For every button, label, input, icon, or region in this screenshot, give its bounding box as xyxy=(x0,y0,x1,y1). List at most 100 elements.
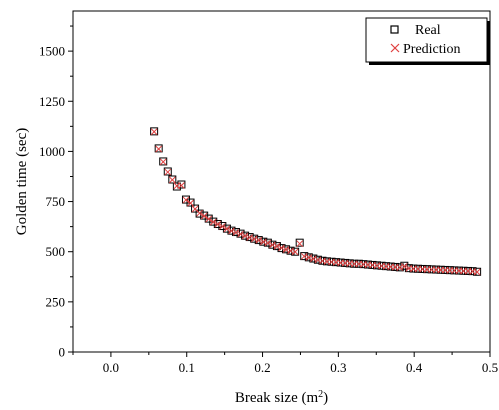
prediction-point xyxy=(232,229,240,236)
prediction-point xyxy=(168,176,176,184)
x-tick-label: 0.3 xyxy=(330,360,346,375)
prediction-point xyxy=(200,212,208,220)
prediction-point-stroke xyxy=(228,227,235,235)
y-tick-label: 750 xyxy=(46,194,66,209)
real-point xyxy=(159,157,168,166)
y-tick-label: 250 xyxy=(46,294,66,309)
x-tick-label: 0.1 xyxy=(179,360,195,375)
x-axis: 0.0 0.1 0.2 0.3 0.4 0.5 xyxy=(72,352,498,375)
real-point xyxy=(186,198,195,207)
real-point xyxy=(218,222,227,231)
real-point xyxy=(154,144,163,153)
prediction-point-stroke xyxy=(223,225,231,233)
legend-real-marker xyxy=(390,25,399,34)
prediction-point xyxy=(255,236,263,244)
real-point xyxy=(350,259,359,268)
real-point xyxy=(195,209,204,218)
prediction-point-stroke xyxy=(250,235,258,243)
plot-frame xyxy=(72,10,491,353)
prediction-point xyxy=(237,230,244,238)
prediction-point xyxy=(305,254,313,261)
prediction-point xyxy=(228,227,235,235)
prediction-point-stroke xyxy=(400,262,408,270)
prediction-point xyxy=(178,182,185,189)
prediction-point xyxy=(214,220,222,228)
legend-prediction-label: Prediction xyxy=(403,42,461,57)
prediction-point xyxy=(150,128,158,136)
real-point xyxy=(168,175,177,184)
prediction-point xyxy=(264,239,272,247)
prediction-point xyxy=(155,145,163,153)
prediction-point-stroke xyxy=(205,215,213,223)
prediction-point-stroke xyxy=(241,232,249,240)
prediction-point-stroke xyxy=(173,182,181,190)
prediction-point-stroke xyxy=(282,246,290,253)
prediction-point-stroke xyxy=(291,248,299,256)
prediction-point-stroke xyxy=(232,229,240,236)
prediction-point-stroke xyxy=(214,220,222,228)
prediction-point-stroke xyxy=(191,205,199,213)
prediction-point-stroke xyxy=(178,182,185,189)
y-tick-label: 1000 xyxy=(39,144,65,159)
prediction-point-stroke xyxy=(396,264,404,271)
prediction-point-stroke xyxy=(155,145,163,153)
prediction-point-stroke xyxy=(164,168,172,176)
prediction-point-stroke xyxy=(264,239,272,247)
prediction-point-stroke xyxy=(237,230,244,238)
x-tick-label: 0.0 xyxy=(103,360,119,375)
prediction-point xyxy=(196,209,203,217)
x-axis-title-close: ) xyxy=(323,390,328,406)
prediction-point-stroke xyxy=(246,234,254,241)
prediction-point-stroke xyxy=(219,223,226,230)
real-point xyxy=(400,261,409,270)
prediction-point xyxy=(282,246,290,253)
prediction-point-stroke xyxy=(200,212,208,220)
prediction-point xyxy=(219,223,226,230)
real-point xyxy=(163,167,172,176)
legend-prediction-marker xyxy=(390,43,400,53)
prediction-point xyxy=(159,158,167,166)
prediction-point xyxy=(400,262,408,270)
real-point xyxy=(213,220,222,229)
y-tick-label: 1250 xyxy=(39,94,65,109)
legend: Real Prediction xyxy=(365,17,490,65)
legend-real-label: Real xyxy=(415,23,441,38)
prediction-point xyxy=(259,238,267,246)
prediction-point xyxy=(473,268,481,276)
y-tick-label: 500 xyxy=(46,244,66,259)
prediction-point-stroke xyxy=(196,209,203,217)
real-point xyxy=(150,127,159,136)
legend-prediction-stroke xyxy=(390,43,400,53)
prediction-point xyxy=(269,241,276,249)
prediction-point xyxy=(164,168,172,176)
prediction-point xyxy=(309,255,317,263)
prediction-point-stroke xyxy=(209,218,217,226)
y-tick-label: 1500 xyxy=(39,44,65,59)
data-marks xyxy=(150,127,482,276)
x-axis-title-superscript: 2 xyxy=(318,389,323,400)
prediction-point-stroke xyxy=(182,196,190,204)
prediction-point-stroke xyxy=(269,241,276,249)
real-point xyxy=(191,204,200,213)
prediction-point-stroke xyxy=(150,128,158,136)
prediction-point xyxy=(209,218,217,226)
real-point xyxy=(295,238,304,247)
prediction-point-stroke xyxy=(168,176,176,184)
legend-box xyxy=(365,17,488,63)
x-axis-title: Break size (m2) xyxy=(235,389,328,407)
y-tick-label: 0 xyxy=(59,345,66,360)
prediction-point xyxy=(223,225,231,233)
prediction-point xyxy=(205,215,213,223)
real-point xyxy=(227,226,236,235)
prediction-point xyxy=(396,264,404,271)
prediction-point-stroke xyxy=(473,268,481,276)
prediction-point xyxy=(246,234,254,241)
prediction-point xyxy=(278,244,285,252)
y-axis: 0 250 500 750 1000 1250 1500 xyxy=(39,25,73,360)
x-tick-label: 0.2 xyxy=(254,360,270,375)
prediction-point xyxy=(300,252,308,260)
prediction-point xyxy=(296,240,304,248)
prediction-point xyxy=(182,196,190,204)
prediction-point xyxy=(273,242,281,250)
